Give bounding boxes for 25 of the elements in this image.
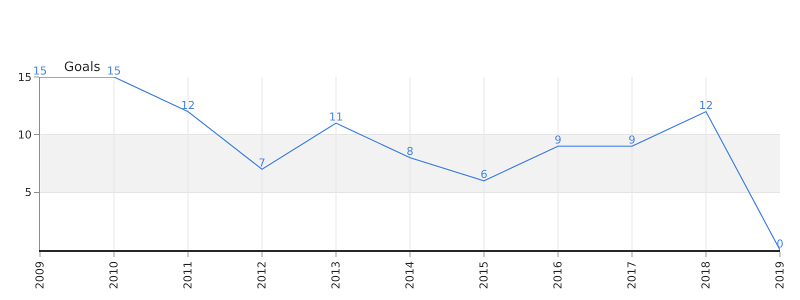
data-label: 15	[33, 64, 47, 78]
data-label: 11	[329, 110, 343, 124]
data-label: 12	[181, 98, 195, 112]
x-tick-label: 2011	[182, 261, 195, 290]
x-tick-label: 2019	[774, 261, 787, 290]
x-tick-label: 2013	[330, 261, 343, 290]
x-tick-label: 2017	[626, 261, 639, 290]
x-tick-label: 2009	[34, 261, 47, 290]
x-tick-label: 2014	[404, 261, 417, 290]
x-tick-label: 2018	[700, 261, 713, 290]
y-tick-label: 5	[24, 186, 32, 200]
data-label: 6	[480, 168, 488, 182]
x-tick-label: 2010	[108, 261, 121, 290]
x-tick-label: 2012	[256, 261, 269, 290]
data-label: 15	[107, 64, 121, 78]
x-tick-label: 2016	[552, 261, 565, 290]
x-tick-label: 2015	[478, 261, 491, 290]
y-tick-label: 10	[18, 128, 32, 142]
data-label: 9	[554, 133, 562, 146]
data-label: 9	[628, 133, 636, 146]
data-label: 12	[699, 98, 713, 112]
data-label: 7	[258, 156, 266, 170]
data-label: 8	[406, 144, 414, 158]
y-tick-label: 15	[18, 70, 32, 84]
y-axis-title: Goals	[64, 60, 101, 75]
